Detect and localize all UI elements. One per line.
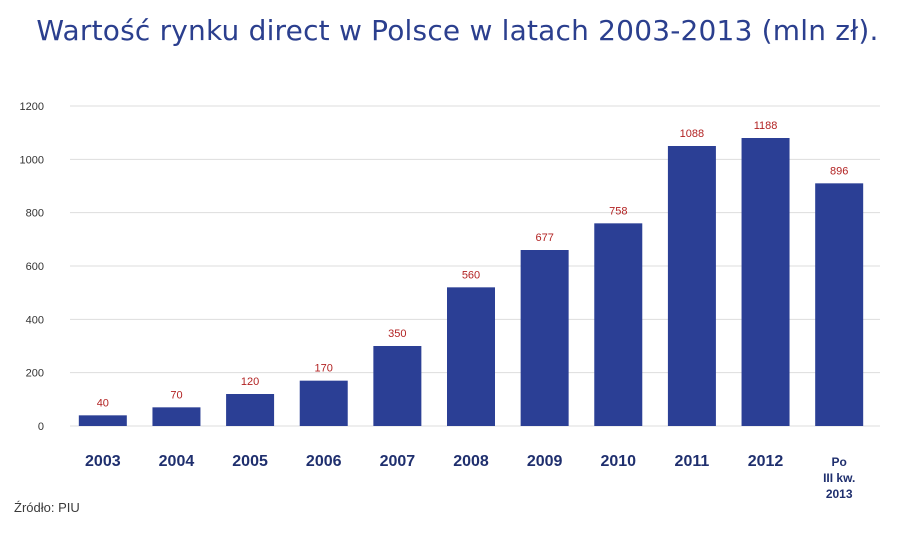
bar — [815, 183, 864, 426]
data-label: 350 — [388, 328, 406, 340]
data-label: 70 — [170, 389, 182, 401]
x-tick-label: 2012 — [748, 453, 784, 470]
x-tick-label: III kw. — [823, 471, 855, 485]
bar — [520, 250, 569, 426]
x-tick-label: 2003 — [85, 453, 121, 470]
data-label: 170 — [315, 363, 333, 375]
y-tick-label: 1200 — [20, 101, 44, 113]
x-tick-label: 2007 — [380, 453, 416, 470]
x-tick-label: 2008 — [453, 453, 489, 470]
data-label: 560 — [462, 269, 480, 281]
x-tick-label: 2006 — [306, 453, 342, 470]
bar — [447, 287, 495, 426]
x-tick-label: Po — [832, 455, 847, 469]
bar — [594, 223, 643, 426]
y-tick-label: 0 — [38, 421, 44, 433]
bar — [152, 407, 201, 426]
data-label: 40 — [97, 397, 109, 409]
y-tick-label: 200 — [26, 368, 44, 380]
bar — [226, 394, 275, 426]
y-tick-label: 600 — [26, 261, 44, 273]
x-tick-label: 2005 — [232, 453, 268, 470]
data-label: 120 — [241, 376, 259, 388]
x-tick-label: 2011 — [675, 453, 710, 470]
bar — [741, 138, 790, 426]
y-tick-label: 800 — [26, 208, 44, 220]
data-label: 758 — [609, 205, 627, 217]
bar — [373, 346, 422, 426]
y-tick-label: 1000 — [20, 154, 44, 166]
x-tick-label: 2010 — [600, 453, 636, 470]
data-label: 1088 — [680, 128, 704, 140]
x-tick-label: 2009 — [527, 453, 563, 470]
bar — [299, 380, 348, 426]
x-tick-label: 2004 — [159, 453, 195, 470]
data-label: 677 — [535, 232, 553, 244]
x-tick-label: 2013 — [826, 487, 853, 501]
data-label: 896 — [830, 165, 848, 177]
chart-title: Wartość rynku direct w Polsce w latach 2… — [36, 14, 879, 47]
y-tick-label: 400 — [26, 314, 44, 326]
bar — [78, 415, 127, 426]
data-label: 1188 — [754, 120, 778, 132]
bar — [667, 146, 716, 426]
source-note: Źródło: PIU — [14, 500, 80, 515]
